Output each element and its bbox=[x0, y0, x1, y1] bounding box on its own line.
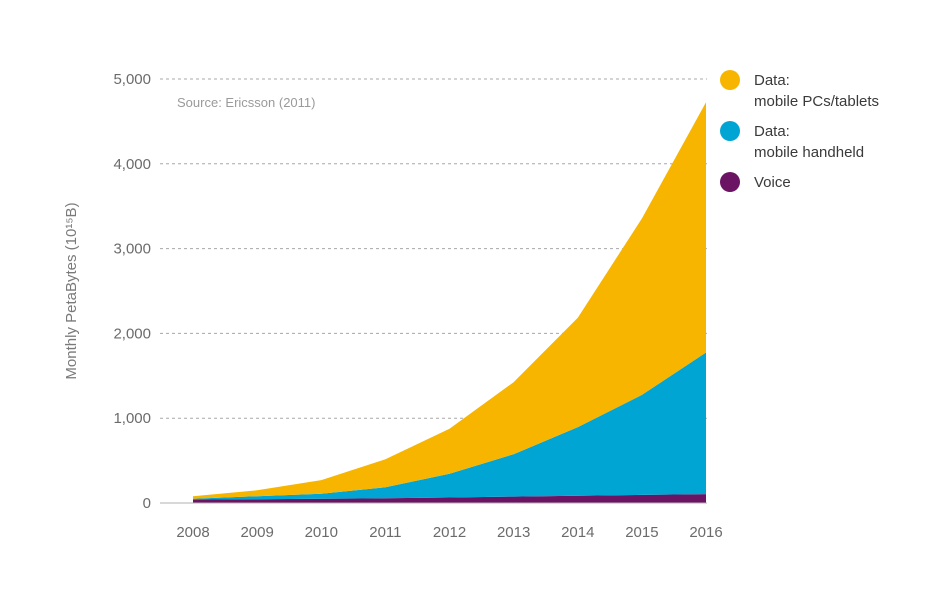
legend-item: Data: mobile handheld bbox=[720, 121, 864, 161]
x-tick-label: 2012 bbox=[433, 524, 466, 541]
x-tick-label: 2013 bbox=[497, 524, 530, 541]
area-voice bbox=[193, 494, 706, 503]
legend-label: Voice bbox=[754, 174, 791, 191]
legend-label: mobile PCs/tablets bbox=[754, 93, 879, 110]
legend-label: Data: bbox=[754, 72, 790, 89]
y-tick-label: 1,000 bbox=[113, 410, 151, 427]
y-tick-label: 2,000 bbox=[113, 325, 151, 342]
legend-swatch bbox=[720, 172, 740, 192]
source-note: Source: Ericsson (2011) bbox=[177, 95, 316, 110]
y-tick-label: 0 bbox=[143, 495, 151, 512]
legend-swatch bbox=[720, 121, 740, 141]
area-data-mobile-pcs-tablets bbox=[193, 102, 706, 499]
x-tick-label: 2015 bbox=[625, 524, 658, 541]
legend-label: mobile handheld bbox=[754, 144, 864, 161]
x-tick-label: 2009 bbox=[240, 524, 273, 541]
x-tick-label: 2011 bbox=[369, 524, 401, 541]
legend-label: Data: bbox=[754, 123, 790, 140]
y-axis-label: Monthly PetaBytes (10¹⁵B) bbox=[63, 202, 80, 379]
x-tick-label: 2016 bbox=[689, 524, 722, 541]
x-tick-label: 2010 bbox=[305, 524, 338, 541]
x-tick-label: 2008 bbox=[176, 524, 209, 541]
legend-swatch bbox=[720, 70, 740, 90]
x-tick-label: 2014 bbox=[561, 524, 594, 541]
axis-layer: 0 1,000 2,000 3,000 4,000 5,000 2008 2009 2010 20… bbox=[113, 71, 722, 541]
y-tick-label: 5,000 bbox=[113, 71, 151, 88]
area-data-mobile-handheld bbox=[193, 352, 706, 500]
legend-item: Data: mobile PCs/tablets bbox=[720, 70, 879, 110]
legend: Data: mobile PCs/tablets Data: mobile handh… bbox=[720, 70, 879, 192]
y-tick-label: 3,000 bbox=[113, 241, 151, 258]
legend-item: Voice bbox=[720, 172, 791, 192]
area-layer bbox=[193, 102, 706, 503]
grid-layer bbox=[160, 78, 707, 419]
y-tick-label: 4,000 bbox=[113, 156, 151, 173]
